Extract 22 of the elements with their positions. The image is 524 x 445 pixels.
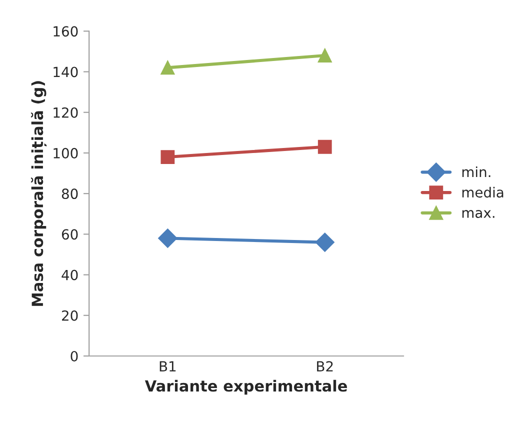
x-axis-title: Variante experimentale [144,380,347,395]
x-tick-label: B2 [317,361,333,372]
y-tick-label: 140 [54,66,78,78]
point [160,60,175,75]
y-tick-label: 100 [54,148,78,158]
x-tick-label: B1 [160,361,176,372]
y-axis-title: Masa corporală inițială (g) [30,81,47,306]
y-tick-label: 160 [54,26,78,37]
y-tick-label: 120 [54,107,78,118]
y-tick-label: 20 [62,310,78,321]
point [315,232,334,252]
y-tick-label: 0 [70,350,78,362]
legend-label: max. [462,210,494,218]
y-tick-label: 40 [62,270,78,280]
legend-label: media [462,186,504,198]
point [318,140,332,154]
point [318,48,332,62]
y-tick-label: 60 [62,229,78,240]
point [158,228,178,248]
legend-label: min. [462,166,490,178]
point [160,150,175,164]
y-tick-label: 80 [62,188,78,200]
